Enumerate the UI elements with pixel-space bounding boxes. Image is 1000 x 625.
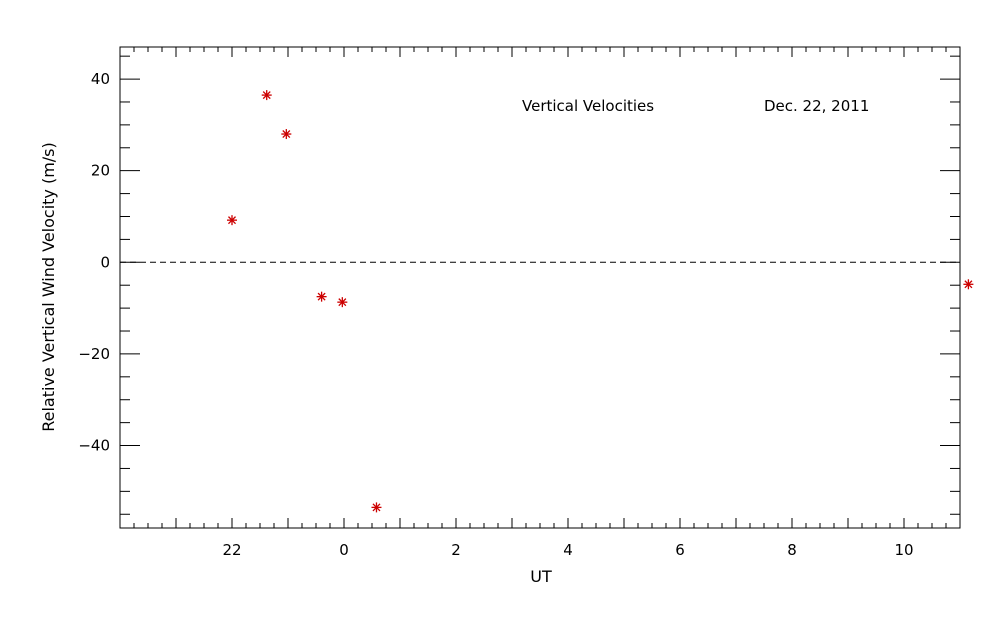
data-point <box>316 291 327 302</box>
data-point <box>227 215 237 226</box>
y-tick-labels: 40 20 0 −20 −40 <box>78 70 110 454</box>
y-tick-label: −20 <box>78 345 110 363</box>
marker-stroke <box>228 216 236 225</box>
annotation-title: Vertical Velocities <box>522 97 654 115</box>
x-tick-label: 6 <box>675 541 685 559</box>
marker-stroke <box>964 280 973 289</box>
marker-stroke <box>338 298 347 307</box>
data-points <box>227 90 974 513</box>
y-tick-label: −40 <box>78 437 110 455</box>
marker-stroke <box>282 130 291 139</box>
x-tick-label: 10 <box>894 541 913 559</box>
data-point <box>963 279 974 290</box>
y-tick-label: 40 <box>91 70 110 88</box>
data-point <box>371 502 382 513</box>
marker-stroke <box>372 503 381 512</box>
data-point <box>337 297 348 308</box>
y-tick-label: 0 <box>100 253 110 271</box>
y-axis-label: Relative Vertical Wind Velocity (m/s) <box>39 142 58 432</box>
y-tick-label: 20 <box>91 162 110 180</box>
annotation-date: Dec. 22, 2011 <box>764 97 869 115</box>
axis-ticks <box>119 47 961 528</box>
x-tick-label: 0 <box>339 541 349 559</box>
x-tick-labels: 22 0 2 4 6 8 10 <box>222 541 913 559</box>
plot-frame <box>119 46 961 529</box>
x-tick-label: 2 <box>451 541 461 559</box>
x-axis-label: UT <box>530 567 552 586</box>
x-tick-label: 4 <box>563 541 573 559</box>
data-point <box>281 129 292 140</box>
x-tick-label: 8 <box>787 541 797 559</box>
data-point <box>261 90 272 101</box>
marker-stroke <box>317 292 326 301</box>
x-tick-label: 22 <box>222 541 241 559</box>
marker-stroke <box>262 91 271 100</box>
